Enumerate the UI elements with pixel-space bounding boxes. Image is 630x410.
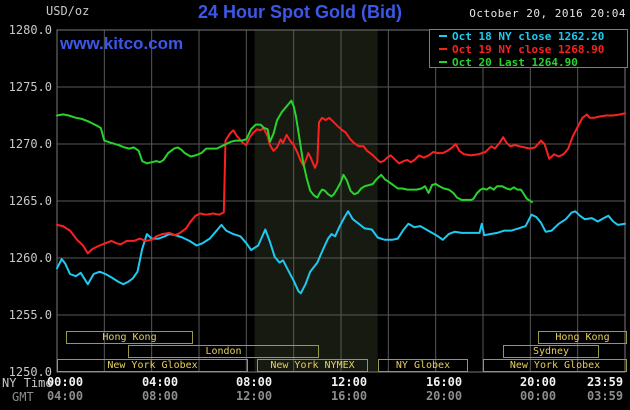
tick-label: 08:00 (235, 375, 273, 389)
y-axis-label: 1265.0 (8, 194, 52, 208)
legend-dash-icon (439, 48, 447, 50)
legend: Oct 18 NY close 1262.20 Oct 19 NY close … (429, 29, 628, 69)
session-box-new-york-globex: New York Globex (483, 359, 627, 372)
y-axis-label: 1280.0 (8, 23, 52, 37)
legend-label: Oct 20 Last (452, 56, 525, 69)
legend-item-oct20: Oct 20 Last 1264.90 (437, 56, 627, 69)
gmt-axis-label: GMT (12, 390, 34, 404)
session-box-ny-globex: NY Globex (378, 359, 468, 372)
tick-label: 12:00 (330, 375, 368, 389)
legend-value: 1264.90 (531, 56, 578, 69)
legend-value: 1268.90 (557, 43, 605, 56)
legend-value: 1262.20 (557, 30, 605, 43)
session-box-london: London (128, 345, 319, 358)
legend-item-oct19: Oct 19 NY close 1268.90 (437, 43, 627, 56)
ny-time-axis-label: NY Time (2, 376, 53, 390)
tick-label: 03:59 (586, 389, 624, 403)
legend-item-oct18: Oct 18 NY close 1262.20 (437, 30, 627, 43)
plot-border (56, 29, 626, 373)
y-axis-label: 1250.0 (8, 365, 52, 379)
y-axis-label: 1255.0 (8, 308, 52, 322)
session-box-new-york-nymex: New York NYMEX (257, 359, 368, 372)
tick-label: 04:00 (141, 375, 179, 389)
tick-label: 00:00 (46, 375, 84, 389)
legend-label: Oct 19 NY close (452, 43, 552, 56)
tick-label: 12:00 (235, 389, 273, 403)
tick-label: 08:00 (141, 389, 179, 403)
legend-dash-icon (439, 35, 447, 37)
tick-label: 16:00 (425, 375, 463, 389)
tick-label: 00:00 (519, 389, 557, 403)
series-oct20-line (56, 99, 533, 204)
tick-label: 20:00 (519, 375, 557, 389)
series-oct19-line (56, 112, 626, 255)
legend-label: Oct 18 NY close (452, 30, 552, 43)
y-axis-label: 1260.0 (8, 251, 52, 265)
series-oct18-line (56, 210, 626, 295)
tick-label: 16:00 (330, 389, 368, 403)
tick-label: 20:00 (425, 389, 463, 403)
unit-label: USD/oz (46, 4, 90, 18)
y-axis-label: 1275.0 (8, 80, 52, 94)
session-box-hong-kong: Hong Kong (538, 331, 627, 344)
chart-title: 24 Hour Spot Gold (Bid) (198, 2, 402, 22)
tick-label: 23:59 (586, 375, 624, 389)
legend-dash-icon (439, 61, 447, 63)
y-axis-label: 1270.0 (8, 137, 52, 151)
datetime-label: October 20, 2016 20:04 (469, 7, 626, 20)
tick-label: 04:00 (46, 389, 84, 403)
session-box-sydney: Sydney (503, 345, 599, 358)
session-box-new-york-globex: New York Globex (57, 359, 248, 372)
kitco-watermark-link[interactable]: www.kitco.com (60, 34, 184, 53)
session-box-hong-kong: Hong Kong (66, 331, 193, 344)
